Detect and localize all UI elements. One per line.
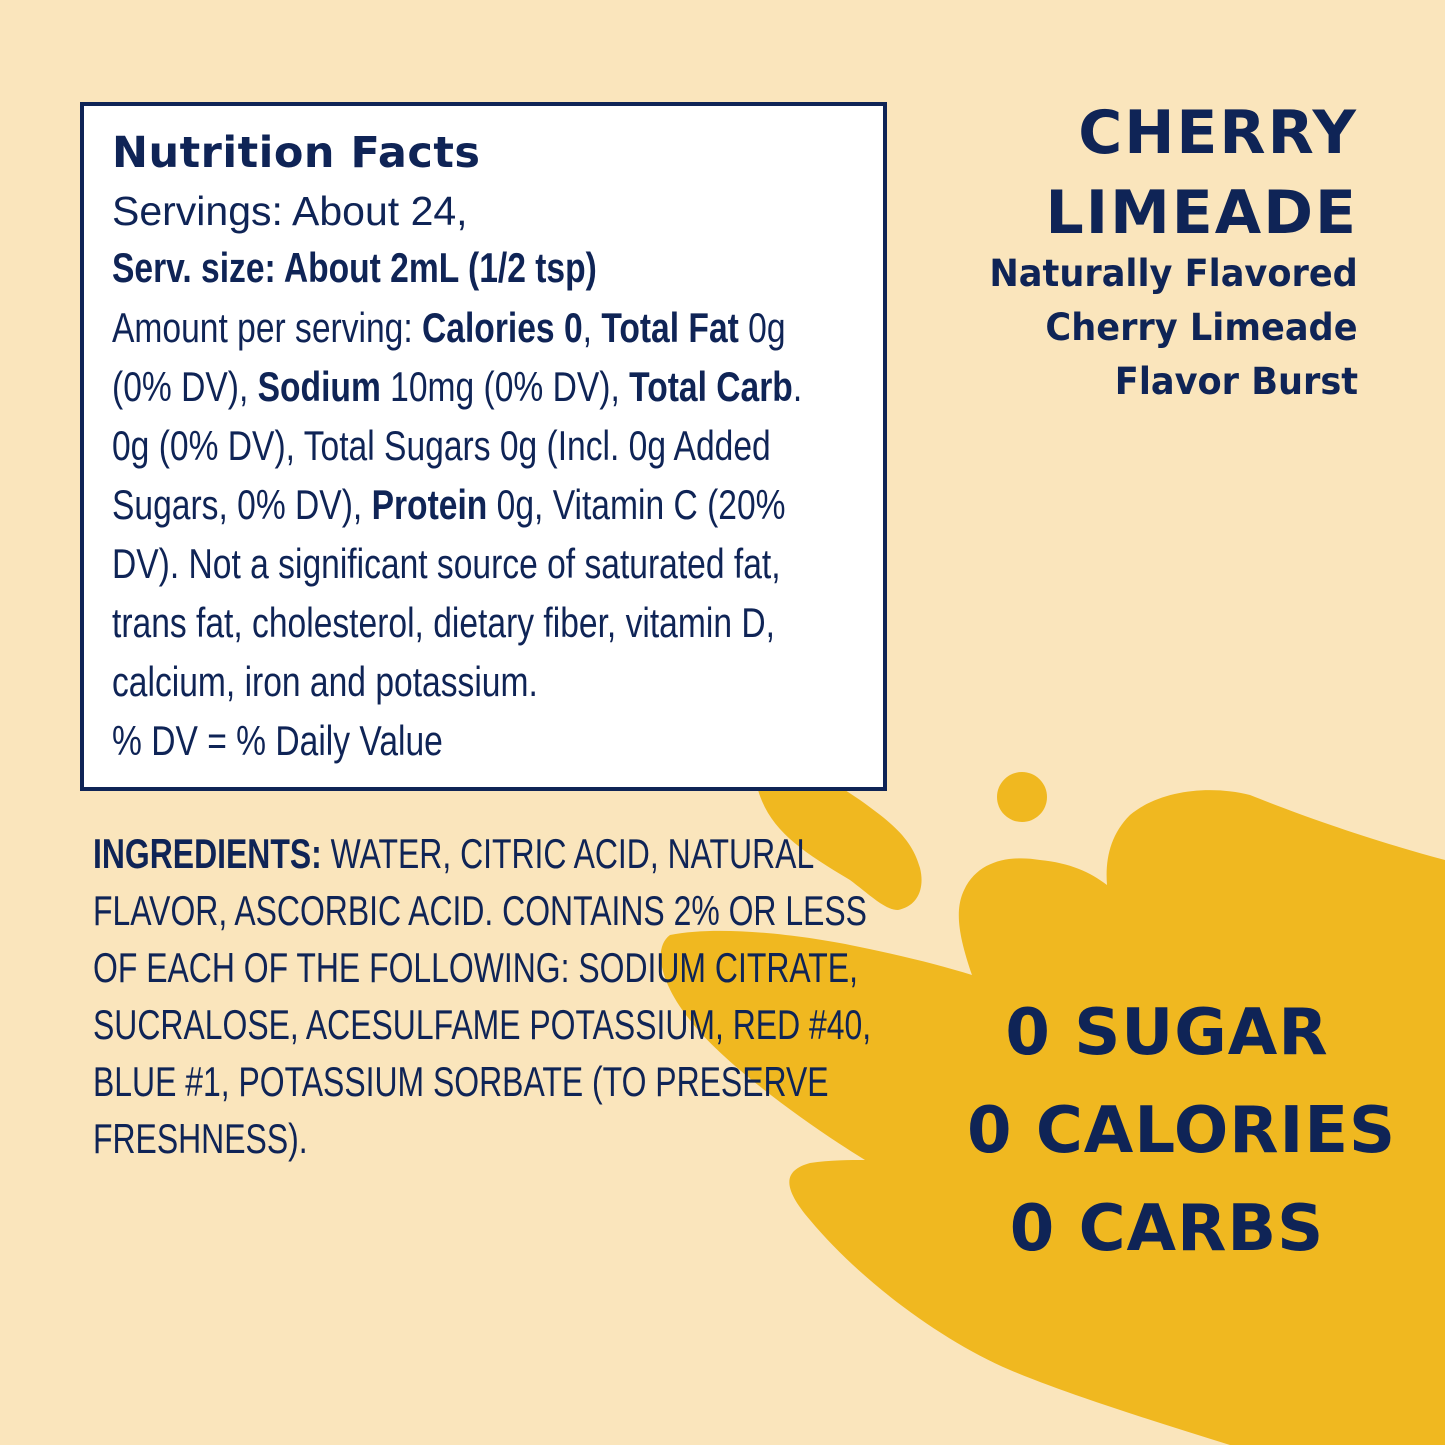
ingredients-line: BLUE #1, POTASSIUM SORBATE (TO PRESERVE — [93, 1058, 829, 1105]
nutrition-line: % DV = % Daily Value — [112, 717, 443, 765]
nutrition-text: Amount per serving: — [112, 304, 423, 351]
serving-size: Serv. size: About 2mL (1/2 tsp) — [112, 244, 597, 291]
nutrition-text: trans fat, cholesterol, dietary fiber, v… — [112, 599, 775, 646]
ingredients-label: INGREDIENTS: — [93, 830, 322, 877]
nutrition-text: (0% DV), — [112, 363, 258, 410]
nutrition-text: . — [792, 363, 803, 410]
nutrition-line: calcium, iron and potassium. — [112, 658, 538, 706]
nutrient-name: Sodium — [257, 363, 381, 410]
splash-droplet — [997, 772, 1047, 822]
claim-calories: 0 CALORIES — [967, 1094, 1397, 1168]
nutrition-text: Sugars, 0% DV), — [112, 481, 372, 528]
nutrition-text: 10mg (0% DV), — [380, 363, 630, 410]
ingredients-line: SUCRALOSE, ACESULFAME POTASSIUM, RED #40… — [93, 1001, 872, 1048]
nutrient-name: Protein — [371, 481, 488, 528]
ingredients-line: INGREDIENTS: WATER, CITRIC ACID, NATURAL — [93, 830, 814, 878]
ingredients-text: WATER, CITRIC ACID, NATURAL — [321, 830, 815, 877]
product-subtitle-line: Cherry Limeade — [1045, 306, 1358, 349]
nutrient-name: Total Carb — [629, 363, 793, 410]
product-subtitle-line: Naturally Flavored — [989, 252, 1358, 295]
product-subtitle-line: Flavor Burst — [1114, 360, 1358, 403]
nutrient-name: Total Fat — [601, 304, 739, 351]
nutrition-facts-panel: Nutrition Facts Servings: About 24, Serv… — [80, 102, 887, 791]
nutrition-facts-title: Nutrition Facts — [112, 128, 481, 178]
nutrition-text: 0g (0% DV), Total Sugars 0g (Incl. 0g Ad… — [112, 422, 771, 469]
splash-blob — [660, 790, 1445, 1445]
claim-sugar: 0 SUGAR — [1005, 996, 1329, 1070]
product-name-line: LIMEADE — [1045, 178, 1358, 248]
nutrition-line: DV). Not a significant source of saturat… — [112, 540, 781, 588]
nutrition-text: DV). Not a significant source of saturat… — [112, 540, 781, 587]
nutrition-line: Sugars, 0% DV), Protein 0g, Vitamin C (2… — [112, 481, 786, 529]
claim-carbs: 0 CARBS — [1009, 1192, 1325, 1266]
nutrition-text: 0g, Vitamin C (20% — [487, 481, 786, 528]
nutrient-name: Calories 0 — [422, 304, 583, 351]
nutrition-line: (0% DV), Sodium 10mg (0% DV), Total Carb… — [112, 363, 802, 411]
nutrition-text: 0g — [738, 304, 786, 351]
ingredients-line: FLAVOR, ASCORBIC ACID. CONTAINS 2% OR LE… — [93, 887, 867, 934]
nutrition-line: Amount per serving: Calories 0, Total Fa… — [112, 304, 786, 352]
nutrition-line: trans fat, cholesterol, dietary fiber, v… — [112, 599, 775, 647]
splash-tongue — [758, 790, 922, 910]
nutrition-text: , — [582, 304, 602, 351]
nutrition-line: 0g (0% DV), Total Sugars 0g (Incl. 0g Ad… — [112, 422, 771, 470]
nutrition-text: % DV = % Daily Value — [112, 717, 443, 764]
ingredients-line: OF EACH OF THE FOLLOWING: SODIUM CITRATE… — [93, 944, 858, 991]
servings: Servings: About 24, — [112, 188, 468, 234]
nutrition-text: calcium, iron and potassium. — [112, 658, 538, 705]
product-name-line: CHERRY — [1078, 98, 1358, 168]
ingredients-line: FRESHNESS). — [93, 1115, 308, 1162]
